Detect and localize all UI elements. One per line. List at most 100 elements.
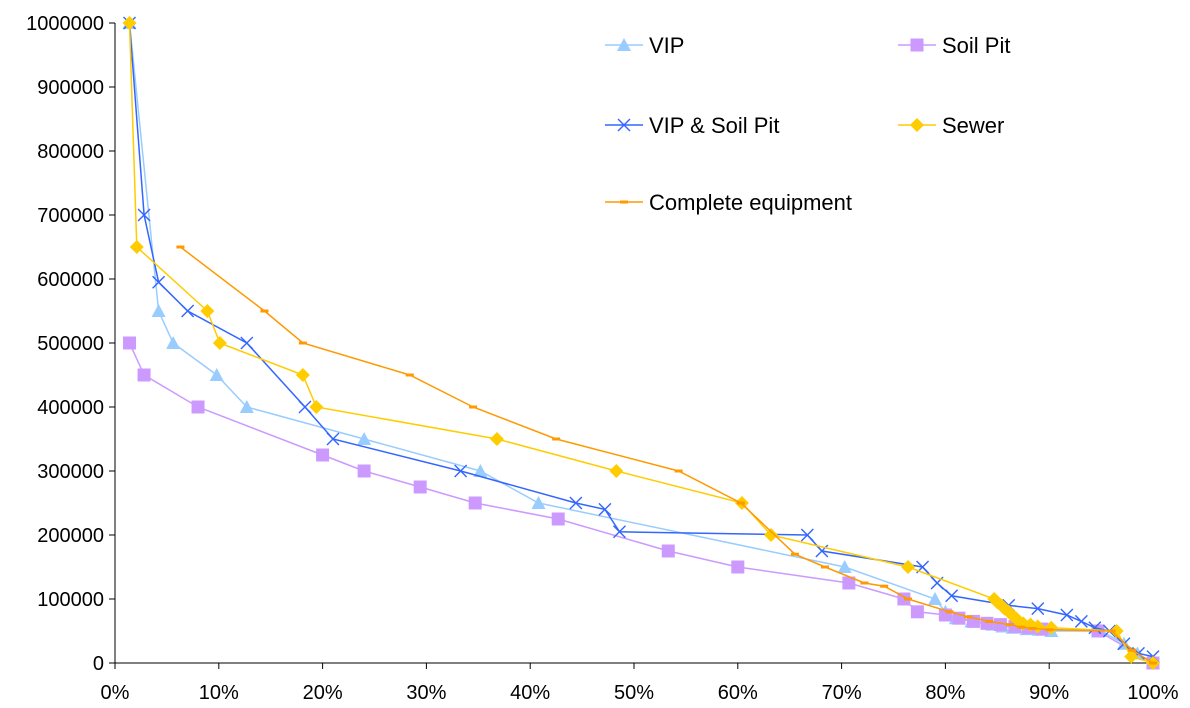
marker-stroke [617,118,631,132]
legend-label: Sewer [942,113,1004,138]
data-point-vip [166,336,181,349]
data-point-vip-soil-pit [326,432,340,446]
marker-stroke [612,525,626,539]
legend-marker [617,38,631,51]
legend-item-soil-pit: Soil Pit [898,33,1010,58]
marker-stroke [152,275,166,289]
data-point-complete-equipment [552,437,561,441]
data-point-soil-pit [842,576,856,590]
y-tick-label: 600000 [37,269,104,291]
data-point-complete-equipment [904,597,913,601]
data-point-complete-equipment [405,373,414,377]
marker-stroke [1088,621,1102,635]
data-point-complete-equipment [298,341,307,345]
data-point-soil-pit [731,560,745,574]
data-point-sewer [212,336,227,350]
marker-stroke [1031,602,1045,616]
marker-stroke [454,464,468,478]
data-point-soil-pit [910,605,924,619]
y-tick-label: 1000000 [26,13,104,35]
data-point-vip-soil-pit [800,528,814,542]
y-tick-label: 800000 [37,141,104,163]
legend-marker [910,38,924,52]
marker-stroke [800,528,814,542]
data-point-complete-equipment [1017,625,1026,629]
x-tick-label: 10% [199,682,239,704]
legend-marker [910,118,924,132]
x-tick-label: 80% [925,682,965,704]
marker-stroke [598,502,612,516]
data-point-complete-equipment [790,552,799,556]
data-point-soil-pit [661,544,675,558]
data-point-vip [357,432,372,445]
legend-label: Complete equipment [649,190,852,215]
data-point-vip-soil-pit [1060,608,1074,622]
marker-stroke [1074,614,1088,628]
data-point-vip-soil-pit [1031,602,1045,616]
legend-item-vip: VIP [605,33,684,58]
data-point-vip-soil-pit [137,208,151,222]
legend-label: VIP & Soil Pit [649,113,779,138]
data-point-vip-soil-pit [945,589,959,603]
data-point-vip-soil-pit [240,336,254,350]
data-point-soil-pit [191,400,205,414]
x-tick-label: 40% [510,682,550,704]
x-tick-label: 20% [303,682,343,704]
x-tick-label: 30% [406,682,446,704]
y-tick-label: 500000 [37,333,104,355]
data-point-vip-soil-pit [454,464,468,478]
data-point-vip [151,304,166,317]
marker-stroke [137,208,151,222]
data-point-soil-pit [980,616,994,630]
x-tick-label: 90% [1029,682,1069,704]
data-point-complete-equipment [1028,626,1037,630]
data-point-vip [473,464,488,477]
data-point-complete-equipment [176,245,185,249]
data-point-soil-pit [468,496,482,510]
data-point-vip-soil-pit [298,400,312,414]
legend: VIP Soil Pit VIP & Soil Pit Sewer Complete e… [605,33,1010,215]
legend-item-sewer: Sewer [898,113,1004,138]
x-tick-label: 50% [614,682,654,704]
data-point-sewer [1030,619,1045,634]
data-point-complete-equipment [880,584,889,588]
y-tick-label: 900000 [37,77,104,99]
x-tick-label: 0% [101,682,130,704]
data-point-vip [928,592,943,605]
series-vip [122,16,1160,669]
data-point-vip-soil-pit [815,544,829,558]
data-point-sewer [901,560,916,574]
data-point-vip-soil-pit [152,275,166,289]
data-point-vip [239,400,254,413]
marker-stroke [569,496,583,510]
data-point-soil-pit [357,464,371,478]
data-point-sewer [122,16,137,30]
marker-stroke [181,304,195,318]
data-point-complete-equipment [820,565,829,569]
data-point-sewer [309,400,324,414]
data-point-vip [837,560,852,573]
data-point-sewer [1109,624,1124,638]
data-point-complete-equipment [984,619,993,623]
data-point-soil-pit [137,368,151,382]
data-point-complete-equipment [469,405,478,409]
data-point-complete-equipment [1149,661,1157,665]
legend-label: VIP [649,33,684,58]
marker-stroke [326,432,340,446]
data-point-sewer [489,432,504,446]
legend-marker [617,118,631,132]
data-point-soil-pit [316,448,330,462]
data-point-vip-soil-pit [1074,614,1088,628]
series-sewer [122,16,1160,670]
data-point-sewer [764,528,779,542]
data-point-soil-pit [551,512,565,526]
marker-stroke [240,336,254,350]
marker-stroke [815,544,829,558]
data-point-vip-soil-pit [598,502,612,516]
data-point-complete-equipment [945,610,954,614]
y-tick-label: 700000 [37,205,104,227]
data-point-vip-soil-pit [1088,621,1102,635]
y-tick-label: 300000 [37,461,104,483]
data-point-soil-pit [123,336,137,350]
